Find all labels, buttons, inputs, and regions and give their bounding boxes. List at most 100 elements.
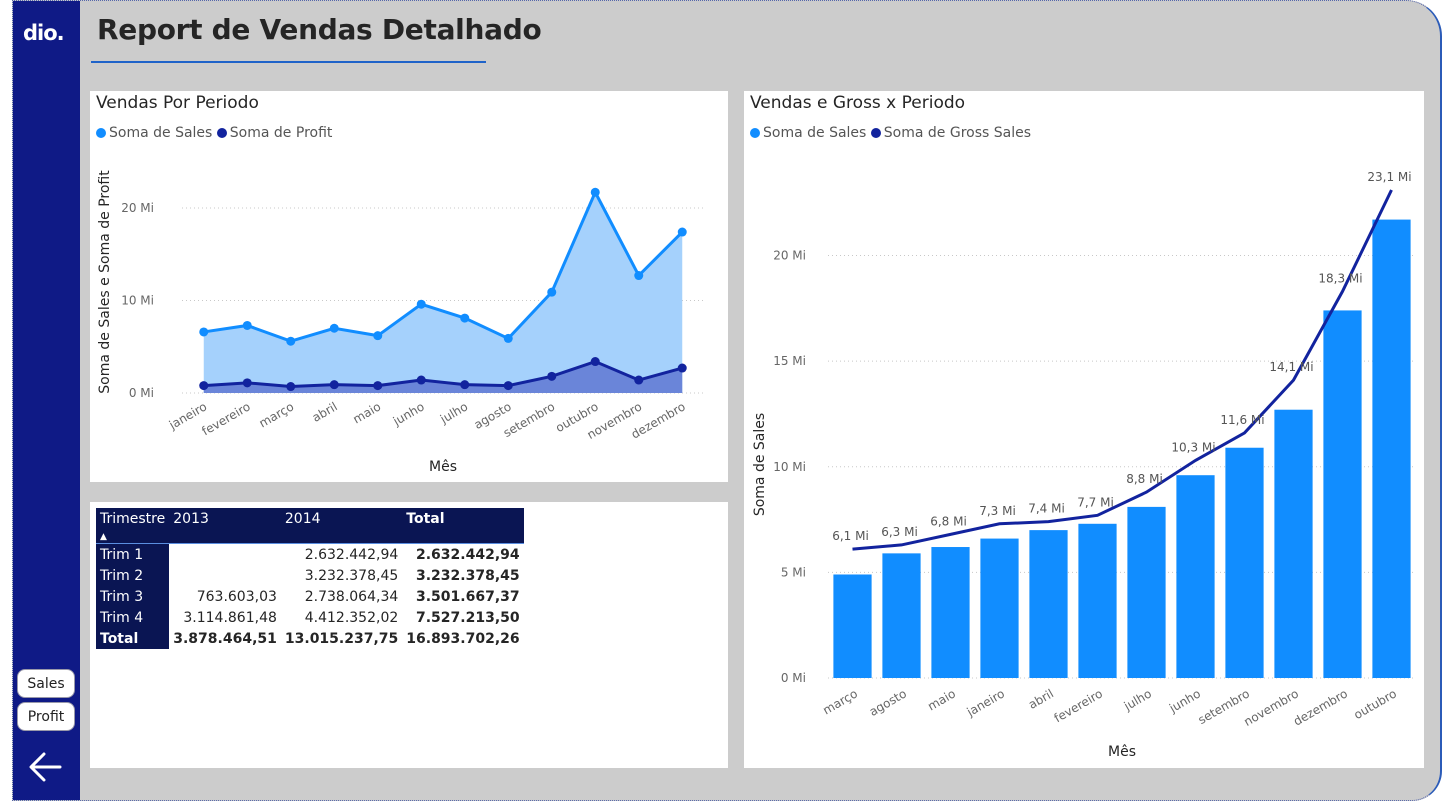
y-tick-label: 5 Mi	[781, 565, 806, 579]
x-tick-label: julho	[437, 399, 470, 426]
legend-profit-marker	[216, 128, 227, 138]
cell-total: 3.501.667,37	[416, 588, 520, 605]
sales-bar	[1372, 219, 1411, 678]
data-label: 10,3 Mi	[1171, 440, 1215, 454]
profit-point	[590, 357, 600, 367]
data-label: 6,3 Mi	[881, 525, 918, 539]
profit-button[interactable]: Profit	[17, 702, 75, 731]
x-tick-label: maio	[925, 686, 958, 713]
chart-legend: Soma de Sales Soma de Gross Sales	[750, 125, 1031, 141]
cell-total: 7.527.213,50	[416, 609, 520, 626]
quarterly-matrix-panel: Trimestre ▲ 2013 2014 Total Trim 1 2.632.…	[90, 502, 728, 768]
y-tick-label: 15 Mi	[773, 354, 806, 368]
sales-point	[460, 313, 470, 323]
x-tick-label: fevereiro	[199, 399, 252, 438]
sales-bar	[1274, 409, 1313, 678]
profit-point	[373, 381, 383, 391]
y-tick-label: 10 Mi	[773, 460, 806, 474]
y-tick-label: 0 Mi	[781, 671, 806, 685]
sales-point	[634, 271, 644, 281]
sales-point	[503, 333, 513, 343]
legend-sales-label: Soma de Sales	[109, 125, 213, 141]
profit-point	[416, 375, 426, 385]
sales-bar	[1225, 447, 1264, 678]
data-label: 6,8 Mi	[930, 514, 967, 528]
sales-point	[547, 287, 557, 297]
y-tick-label: 20 Mi	[121, 201, 154, 215]
sales-bar	[882, 553, 921, 678]
x-tick-label: dezembro	[1291, 686, 1350, 728]
sales-line	[203, 188, 684, 343]
row-label: Trim 2	[96, 565, 170, 586]
sales-point	[242, 320, 252, 330]
x-tick-label: junho	[1166, 686, 1203, 715]
arrow-left-icon[interactable]	[27, 749, 63, 785]
x-axis-title: Mês	[429, 459, 457, 475]
y-tick-label: 0 Mi	[129, 386, 154, 400]
data-label: 6,1 Mi	[832, 529, 869, 543]
table-row: Trim 1 2.632.442,94 2.632.442,94	[96, 543, 524, 566]
col-header-total[interactable]: Total	[402, 508, 524, 544]
x-tick-label: outubro	[1351, 686, 1399, 722]
cell-total: 3.232.378,45	[416, 567, 520, 584]
legend-profit-label: Soma de Profit	[229, 125, 333, 141]
x-tick-label: abril	[310, 399, 340, 424]
sales-gross-by-period-chart[interactable]: Vendas e Gross x Periodo Soma de Sales S…	[744, 91, 1424, 768]
row-label: Trim 1	[96, 543, 170, 565]
quarterly-matrix: Trimestre ▲ 2013 2014 Total Trim 1 2.632.…	[96, 508, 524, 649]
report-page: dio. Sales Profit Report de Vendas Detal…	[12, 0, 1442, 801]
col-header-trimestre[interactable]: Trimestre ▲	[96, 508, 170, 544]
gross-sales-line	[852, 189, 1393, 551]
table-row: Trim 2 3.232.378,45 3.232.378,45	[96, 565, 524, 586]
legend-sales-marker	[96, 128, 106, 138]
col-header-2014[interactable]: 2014	[280, 508, 403, 544]
cell-total: 2.632.442,94	[416, 546, 520, 563]
sales-bar	[980, 538, 1019, 678]
x-tick-label: janeiro	[964, 686, 1007, 719]
sales-bar	[1029, 530, 1068, 678]
sales-point	[416, 299, 426, 309]
cell-2013: 763.603,03	[196, 588, 277, 605]
data-label: 7,3 Mi	[979, 504, 1016, 518]
y-tick-label: 10 Mi	[121, 294, 154, 308]
cell-2014: 3.232.378,45	[304, 567, 399, 584]
cell-2014: 2.632.442,94	[304, 546, 399, 563]
sales-point	[373, 331, 383, 341]
data-label: 18,3 Mi	[1318, 271, 1362, 285]
x-tick-label: julho	[1121, 686, 1154, 713]
legend-gross-marker	[870, 128, 881, 138]
x-tick-label: fevereiro	[1052, 686, 1105, 725]
sales-bar	[931, 547, 970, 678]
cell-2014: 4.412.352,02	[304, 609, 399, 626]
sales-button[interactable]: Sales	[17, 669, 75, 698]
x-tick-label: abril	[1026, 686, 1056, 711]
sales-bar	[833, 574, 872, 678]
profit-point	[634, 375, 644, 385]
sales-point	[677, 227, 687, 237]
sales-by-period-chart[interactable]: Vendas Por Periodo Soma de Sales Soma de…	[90, 91, 728, 482]
data-label: 7,4 Mi	[1028, 502, 1065, 516]
cell-2013	[169, 544, 281, 566]
row-label: Trim 3	[96, 586, 170, 607]
profit-point	[199, 381, 209, 391]
sales-point	[286, 336, 296, 346]
sales-bar	[1323, 310, 1362, 678]
col-header-2013[interactable]: 2013	[169, 508, 281, 544]
legend-sales-marker	[750, 128, 760, 138]
data-label: 14,1 Mi	[1269, 360, 1313, 374]
table-row: Trim 4 3.114.861,48 4.412.352,02 7.527.2…	[96, 607, 524, 628]
legend-sales-label: Soma de Sales	[763, 125, 867, 141]
sidebar: dio. Sales Profit	[13, 1, 80, 800]
title-underline	[91, 61, 486, 63]
x-tick-label: março	[820, 686, 860, 717]
page-title: Report de Vendas Detalhado	[97, 13, 542, 46]
profit-point	[547, 371, 557, 381]
profit-point	[329, 380, 339, 390]
x-axis-title: Mês	[1108, 744, 1136, 760]
cell-total: 16.893.702,26	[406, 630, 520, 647]
profit-point	[677, 363, 687, 373]
cell-2013: 3.878.464,51	[173, 630, 277, 647]
y-axis-title: Soma de Sales	[752, 413, 768, 516]
cell-2014: 2.738.064,34	[304, 588, 399, 605]
cell-2013	[169, 565, 281, 586]
